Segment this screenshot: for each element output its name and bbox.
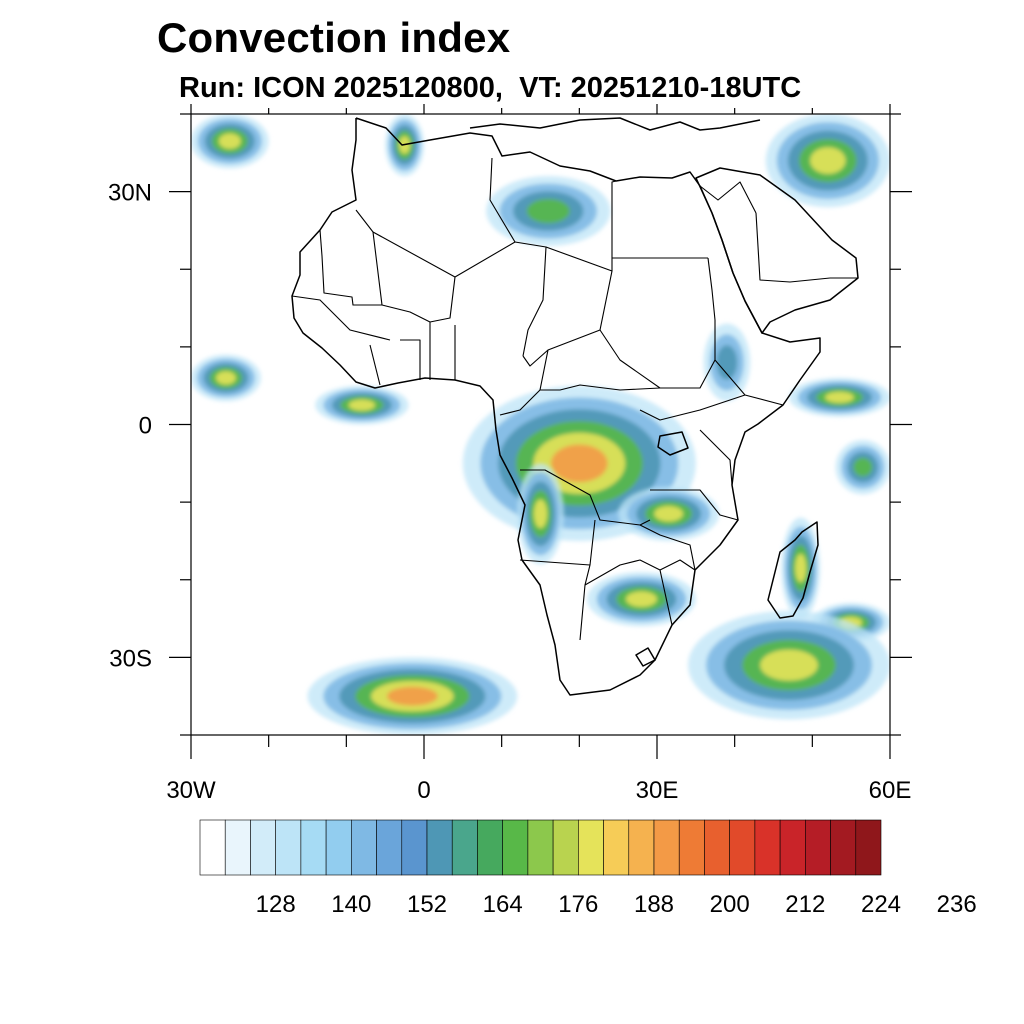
y-tick-label: 30S xyxy=(109,645,152,672)
colorbar-label: 140 xyxy=(331,891,371,918)
colorbar-label: 224 xyxy=(861,891,901,918)
convection-area-angola-coast xyxy=(517,463,564,565)
colorbar-swatch xyxy=(527,819,554,876)
convection-area-zambia-malawi xyxy=(618,486,720,541)
coastlines xyxy=(291,117,859,696)
colorbar-swatch xyxy=(250,819,276,876)
colorbar-labels: 128 140 152 164 176 188 200 212 224 236 xyxy=(256,891,977,918)
convection-field xyxy=(191,114,890,735)
convection-area-east-indian-ocean-south xyxy=(835,440,890,495)
convection-area-south-atlantic-band xyxy=(307,657,518,735)
europe-coastline xyxy=(469,117,761,131)
colorbar-swatch xyxy=(729,819,756,876)
axis-ticks xyxy=(169,104,912,759)
axis-labels: 30W 0 30E 60E 30N 0 30S xyxy=(108,180,911,804)
colorbar-swatch xyxy=(603,819,630,876)
colorbar-swatch xyxy=(805,819,831,876)
colorbar-swatch xyxy=(678,819,705,876)
colorbar-swatch xyxy=(704,819,730,876)
convection-area-sahara-east xyxy=(486,176,611,246)
colorbar-swatch xyxy=(224,819,251,876)
colorbar-label: 152 xyxy=(407,891,447,918)
lake-victoria xyxy=(657,431,689,456)
x-tick-label: 0 xyxy=(417,777,430,804)
colorbar-swatch xyxy=(351,819,377,876)
y-tick-label: 0 xyxy=(139,413,152,440)
colorbar-swatch xyxy=(477,819,503,876)
colorbar-label: 212 xyxy=(785,891,825,918)
colorbar-swatch xyxy=(451,819,478,876)
colorbar-swatch xyxy=(426,819,453,876)
convection-area-indian-ocean-north xyxy=(789,377,890,417)
convection-area-west-atlantic xyxy=(191,354,261,402)
lesotho xyxy=(635,647,656,667)
colorbar-label: 128 xyxy=(256,891,296,918)
colorbar-swatch xyxy=(300,819,327,876)
colorbar-label: 176 xyxy=(558,891,598,918)
x-tick-label: 60E xyxy=(869,777,912,804)
colorbar-swatch xyxy=(401,819,428,876)
arabia-coastline xyxy=(695,167,859,334)
convection-area-east-africa-highlands xyxy=(703,323,751,402)
colorbar-swatch xyxy=(628,819,655,876)
colorbar-swatch xyxy=(754,819,781,876)
y-tick-label: 30N xyxy=(108,180,152,207)
colorbar-swatch xyxy=(502,819,529,876)
colorbar-label: 188 xyxy=(634,891,674,918)
x-tick-label: 30W xyxy=(166,777,216,804)
colorbar-swatch xyxy=(830,819,857,876)
convection-area-botswana-zimbabwe xyxy=(587,571,696,627)
africa-coastline xyxy=(291,117,821,696)
convection-area-madagascar-east xyxy=(781,517,821,619)
x-tick-label: 30E xyxy=(636,777,679,804)
colorbar-swatch xyxy=(779,819,806,876)
colorbar-swatch xyxy=(855,819,882,876)
colorbar-swatch xyxy=(578,819,604,876)
colorbar-label: 200 xyxy=(710,891,750,918)
convection-area-arabian-peninsula-north xyxy=(765,114,890,208)
colorbar-swatch xyxy=(376,819,403,876)
chart-subtitle: Run: ICON 2025120800, VT: 20251210-18UTC xyxy=(179,72,802,104)
colorbar-swatch xyxy=(552,819,579,876)
convection-area-mozambique-channel-band xyxy=(688,610,890,720)
country-borders xyxy=(291,157,858,641)
colorbar-label: 236 xyxy=(937,891,977,918)
colorbar xyxy=(199,819,882,876)
colorbar-swatch xyxy=(325,819,352,876)
colorbar-swatch xyxy=(275,819,302,876)
colorbar-label: 164 xyxy=(483,891,523,918)
colorbar-swatch xyxy=(199,819,226,876)
chart-title: Convection index xyxy=(157,14,511,61)
convection-area-iberia-west xyxy=(191,114,269,169)
colorbar-swatch xyxy=(653,819,680,876)
convection-area-equatorial-atlantic xyxy=(315,385,409,425)
madagascar-coastline xyxy=(767,521,819,619)
